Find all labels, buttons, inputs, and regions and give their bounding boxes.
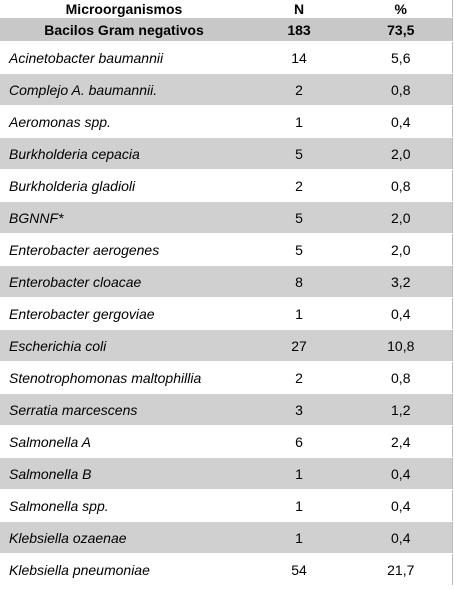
table-cell: N (248, 0, 350, 18)
table-cell: 2,0 (350, 137, 453, 170)
table-cell: 1 (248, 105, 350, 138)
table-cell: Bacilos Gram negativos (0, 17, 248, 42)
table-cell: Escherichia coli (0, 329, 248, 362)
table-row: Complejo A. baumannii. 2 0,8 (0, 73, 453, 106)
table-cell: 0,8 (350, 73, 453, 106)
table-cell: % (350, 0, 453, 18)
table-cell: 14 (248, 41, 350, 74)
table-cell: Burkholderia gladioli (0, 169, 248, 202)
table-cell: Klebsiella ozaenae (0, 521, 248, 554)
table-row: Salmonella A 6 2,4 (0, 425, 453, 458)
table-cell: Serratia marcescens (0, 393, 248, 426)
table-row: Salmonella spp. 1 0,4 (0, 489, 453, 522)
table-row: Stenotrophomonas maltophillia 2 0,8 (0, 361, 453, 394)
table-cell: Enterobacter gergoviae (0, 297, 248, 330)
table-row: Serratia marcescens 3 1,2 (0, 393, 453, 426)
table-cell: 183 (248, 17, 350, 42)
table-cell: 1 (248, 521, 350, 554)
table-cell: 1,2 (350, 393, 453, 426)
table-cell: 0,4 (350, 297, 453, 330)
table-cell: 5 (248, 137, 350, 170)
table-row: Klebsiella ozaenae 1 0,4 (0, 521, 453, 554)
table-cell: Acinetobacter baumannii (0, 41, 248, 74)
table-row: Escherichia coli 27 10,8 (0, 329, 453, 362)
table-cell: 2 (248, 73, 350, 106)
table-cell: 8 (248, 265, 350, 298)
table-cell: 5 (248, 233, 350, 266)
table-row: Klebsiella pneumoniae 54 21,7 (0, 553, 453, 586)
table-cell: 3,2 (350, 265, 453, 298)
table-cell: 0,4 (350, 457, 453, 490)
table-cell: Salmonella A (0, 425, 248, 458)
table-row: Aeromonas spp. 1 0,4 (0, 105, 453, 138)
table-row: Enterobacter aerogenes 5 2,0 (0, 233, 453, 266)
table-cell: BGNNF* (0, 201, 248, 234)
table-cell: 10,8 (350, 329, 453, 362)
table-cell: 0,4 (350, 489, 453, 522)
table-row: Bacilos Gram negativos 183 73,5 (0, 17, 453, 42)
table-row: Salmonella B 1 0,4 (0, 457, 453, 490)
table-row: Burkholderia cepacia 5 2,0 (0, 137, 453, 170)
table-cell: 27 (248, 329, 350, 362)
table-cell: Complejo A. baumannii. (0, 73, 248, 106)
table-cell: Stenotrophomonas maltophillia (0, 361, 248, 394)
table-cell: 73,5 (350, 17, 453, 42)
table-cell: 2 (248, 169, 350, 202)
table-cell: 5 (248, 201, 350, 234)
table-row: Burkholderia gladioli 2 0,8 (0, 169, 453, 202)
table-cell: 54 (248, 553, 350, 586)
table-row: Microorganismos N% (0, 0, 453, 18)
table-cell: 21,7 (350, 553, 453, 586)
table-cell: Enterobacter cloacae (0, 265, 248, 298)
table-cell: 2,0 (350, 201, 453, 234)
table-cell: 2,4 (350, 425, 453, 458)
table-row: Enterobacter gergoviae 1 0,4 (0, 297, 453, 330)
table-row: BGNNF* 5 2,0 (0, 201, 453, 234)
table-cell: Burkholderia cepacia (0, 137, 248, 170)
table-cell: 6 (248, 425, 350, 458)
table-cell: 1 (248, 457, 350, 490)
table-cell: 1 (248, 489, 350, 522)
table-cell: Klebsiella pneumoniae (0, 553, 248, 586)
table-cell: Aeromonas spp. (0, 105, 248, 138)
table-cell: 0,8 (350, 169, 453, 202)
table-cell: 1 (248, 297, 350, 330)
table-cell: 0,4 (350, 521, 453, 554)
table-cell: 0,8 (350, 361, 453, 394)
table-cell: Microorganismos (0, 0, 248, 18)
table-cell: Salmonella B (0, 457, 248, 490)
table-cell: 0,4 (350, 105, 453, 138)
table-cell: Enterobacter aerogenes (0, 233, 248, 266)
table-row: Acinetobacter baumannii 14 5,6 (0, 41, 453, 74)
table-cell: 2 (248, 361, 350, 394)
table-cell: 5,6 (350, 41, 453, 74)
table-cell: Salmonella spp. (0, 489, 248, 522)
table-cell: 3 (248, 393, 350, 426)
table-row: Enterobacter cloacae 8 3,2 (0, 265, 453, 298)
table-cell: 2,0 (350, 233, 453, 266)
